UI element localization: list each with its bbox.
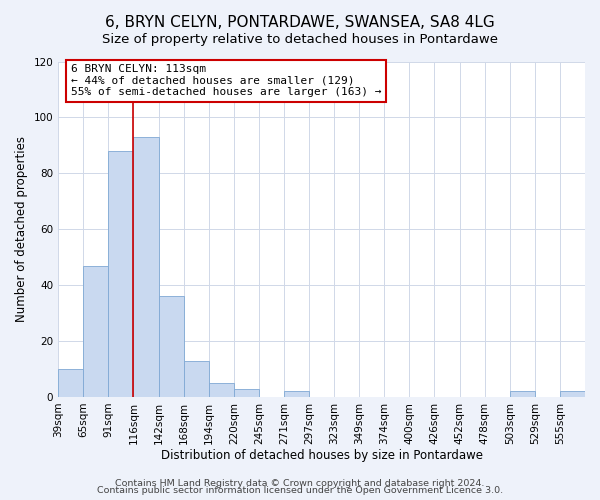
Text: Size of property relative to detached houses in Pontardawe: Size of property relative to detached ho…	[102, 32, 498, 46]
Text: 6, BRYN CELYN, PONTARDAWE, SWANSEA, SA8 4LG: 6, BRYN CELYN, PONTARDAWE, SWANSEA, SA8 …	[105, 15, 495, 30]
Bar	[560, 392, 585, 397]
Bar	[284, 392, 309, 397]
Bar	[83, 266, 109, 397]
Bar	[158, 296, 184, 397]
Bar	[109, 151, 133, 397]
Bar	[184, 360, 209, 397]
X-axis label: Distribution of detached houses by size in Pontardawe: Distribution of detached houses by size …	[161, 450, 482, 462]
Bar	[133, 137, 158, 397]
Bar	[58, 369, 83, 397]
Bar	[209, 383, 234, 397]
Text: Contains HM Land Registry data © Crown copyright and database right 2024.: Contains HM Land Registry data © Crown c…	[115, 478, 485, 488]
Text: 6 BRYN CELYN: 113sqm
← 44% of detached houses are smaller (129)
55% of semi-deta: 6 BRYN CELYN: 113sqm ← 44% of detached h…	[71, 64, 381, 98]
Y-axis label: Number of detached properties: Number of detached properties	[15, 136, 28, 322]
Text: Contains public sector information licensed under the Open Government Licence 3.: Contains public sector information licen…	[97, 486, 503, 495]
Bar	[234, 388, 259, 397]
Bar	[510, 392, 535, 397]
